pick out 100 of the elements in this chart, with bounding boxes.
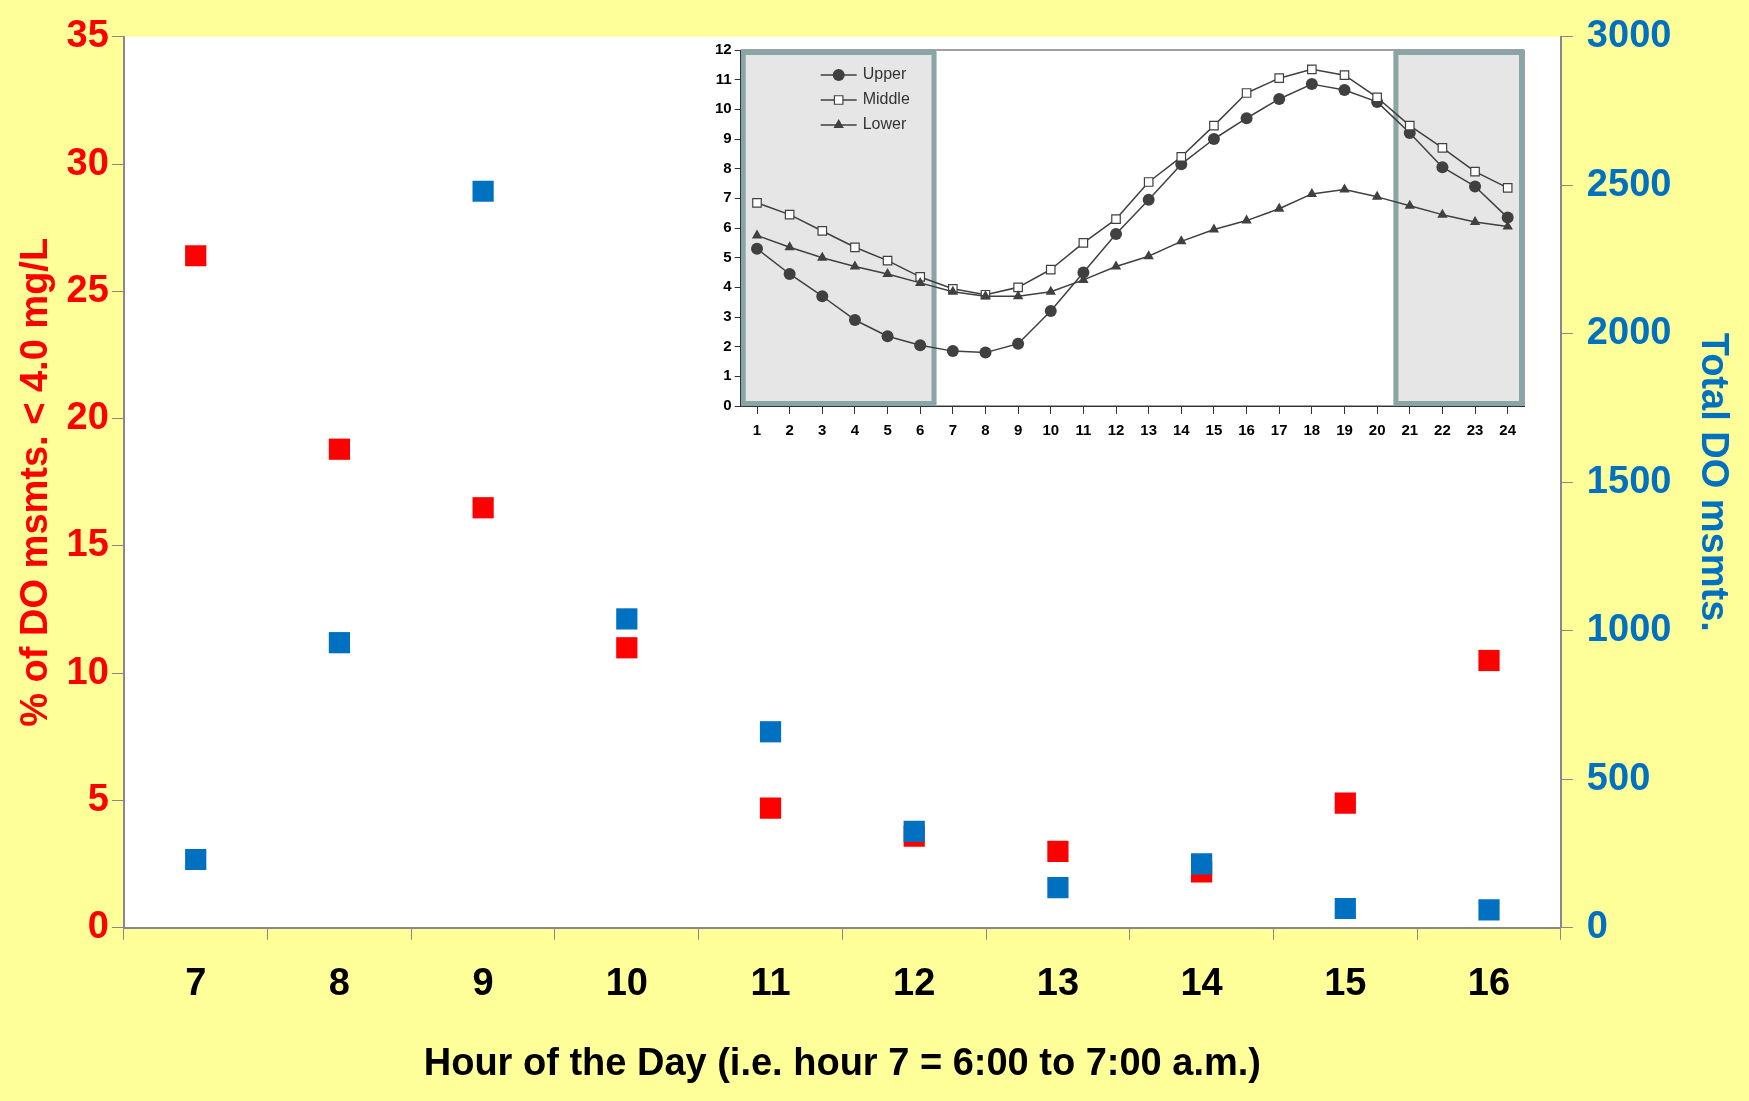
x-tick-label: 12 xyxy=(893,961,936,1004)
y2-axis-title: Total DO msmts. xyxy=(1693,332,1736,632)
point xyxy=(1469,180,1482,193)
point xyxy=(472,497,494,519)
point xyxy=(1437,143,1448,153)
point xyxy=(616,608,638,630)
y-tick-label: 15 xyxy=(66,522,109,565)
point xyxy=(1143,177,1154,187)
point xyxy=(1334,897,1356,920)
point xyxy=(946,345,959,358)
x-tick-label: 10 xyxy=(1042,421,1060,439)
point xyxy=(1110,260,1122,270)
point xyxy=(1045,264,1056,275)
x-tick-label: 16 xyxy=(1238,421,1255,439)
x-tick-label: 19 xyxy=(1336,421,1353,439)
x-tick-label: 15 xyxy=(1324,961,1367,1004)
point xyxy=(1209,120,1219,131)
legend-label: Lower xyxy=(862,115,907,133)
point xyxy=(1142,193,1155,206)
y-tick-label: 9 xyxy=(723,129,732,147)
point xyxy=(1110,227,1123,240)
y-tick-label: 7 xyxy=(723,188,732,206)
x-tick-label: 1 xyxy=(752,421,762,439)
point xyxy=(1404,199,1415,209)
point xyxy=(1478,649,1500,672)
x-tick-label: 9 xyxy=(1013,421,1023,439)
y-tick-label: 2 xyxy=(723,336,732,354)
point xyxy=(850,242,860,253)
point xyxy=(1339,70,1350,81)
point xyxy=(1273,92,1286,105)
point xyxy=(472,180,494,202)
x-tick-label: 20 xyxy=(1368,421,1386,439)
x-tick-label: 13 xyxy=(1140,421,1158,439)
point xyxy=(1437,208,1448,218)
point xyxy=(882,267,893,277)
point xyxy=(849,260,861,270)
x-tick-label: 5 xyxy=(883,421,892,439)
point xyxy=(1469,216,1481,226)
x-tick-label: 3 xyxy=(818,421,827,439)
y-tick-label: 1 xyxy=(723,366,732,384)
point xyxy=(1334,792,1356,814)
x-tick-label: 2 xyxy=(785,421,794,439)
point xyxy=(1047,877,1069,899)
y-tick-label: 3 xyxy=(723,307,732,325)
y-tick-label: 30 xyxy=(66,140,109,183)
x-tick-label: 17 xyxy=(1270,421,1288,439)
x-tick-label: 6 xyxy=(916,421,925,439)
x-tick-label: 18 xyxy=(1303,421,1321,439)
x-tick-label: 11 xyxy=(1075,421,1092,439)
y-tick-label: 5 xyxy=(87,777,109,819)
point xyxy=(1078,237,1089,248)
point xyxy=(328,632,351,654)
y2-tick-label: 2500 xyxy=(1586,161,1672,204)
point xyxy=(1274,202,1285,212)
x-tick-label: 12 xyxy=(1107,421,1125,439)
point xyxy=(784,209,795,220)
y-tick-label: 6 xyxy=(723,218,732,236)
point xyxy=(817,226,828,236)
y-tick-label: 8 xyxy=(723,158,732,176)
x-tick-label: 10 xyxy=(605,961,648,1004)
y-tick-label: 10 xyxy=(715,99,732,117)
y2-tick-label: 3000 xyxy=(1586,13,1672,56)
point xyxy=(1047,840,1069,863)
point xyxy=(1111,214,1121,224)
x-tick-label: 7 xyxy=(948,421,957,439)
point xyxy=(1013,282,1023,293)
x-tick-label: 11 xyxy=(750,961,791,1004)
y2-tick-label: 2000 xyxy=(1586,310,1672,353)
point xyxy=(1502,183,1513,193)
point xyxy=(1307,64,1317,75)
y-tick-label: 10 xyxy=(66,649,109,692)
x-tick-label: 14 xyxy=(1172,421,1191,439)
point xyxy=(1338,84,1351,97)
legend-label: Middle xyxy=(862,90,910,108)
point xyxy=(1207,133,1220,145)
point xyxy=(979,346,992,359)
point xyxy=(1306,187,1318,197)
point xyxy=(816,290,829,303)
point xyxy=(1436,161,1449,174)
x-tick-label: 22 xyxy=(1434,421,1451,439)
point xyxy=(1404,120,1415,131)
point xyxy=(1012,290,1024,300)
point xyxy=(328,438,351,460)
x-tick-label: 24 xyxy=(1499,421,1517,439)
x-tick-label: 23 xyxy=(1466,421,1484,439)
y-axis-title: % of DO msmts. < 4.0 mg/L xyxy=(13,237,56,727)
y-tick-label: 11 xyxy=(715,69,732,87)
point xyxy=(751,229,763,239)
y-tick-label: 4 xyxy=(723,277,733,295)
point xyxy=(1045,285,1056,295)
point xyxy=(882,255,893,266)
x-tick-label: 15 xyxy=(1205,421,1223,439)
point xyxy=(1339,183,1350,193)
point xyxy=(1143,250,1154,260)
point xyxy=(1470,166,1480,177)
y2-tick-label: 0 xyxy=(1586,904,1609,947)
point xyxy=(1044,305,1057,318)
point xyxy=(848,313,861,326)
y-tick-label: 25 xyxy=(66,267,109,310)
point xyxy=(784,241,795,251)
